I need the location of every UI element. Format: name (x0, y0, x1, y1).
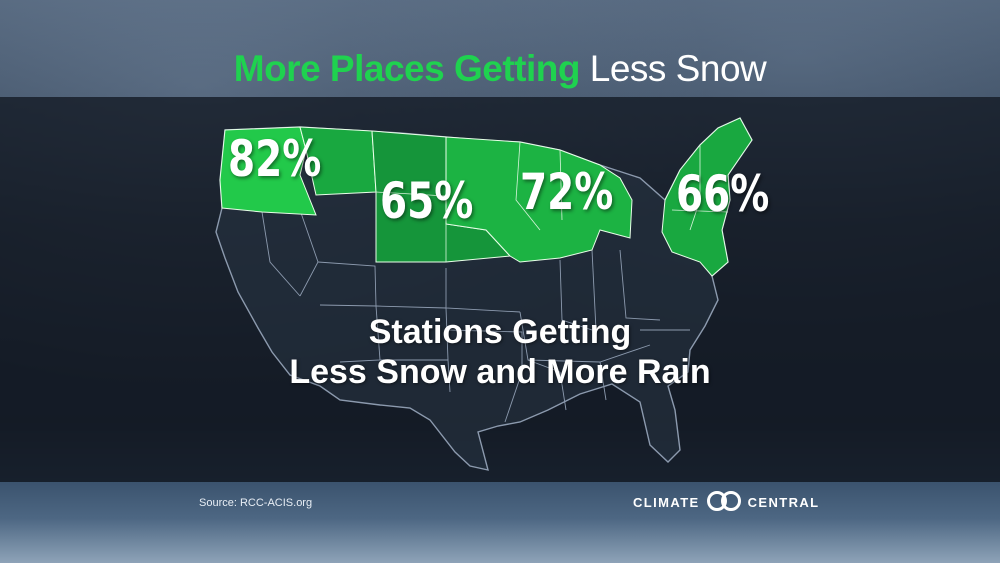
pct-upper-midwest: 72% (520, 163, 614, 221)
pct-northern-plains: 65% (380, 172, 474, 230)
region-upper-midwest (445, 136, 633, 263)
subtitle-line-2: Less Snow and More Rain (289, 353, 711, 391)
source-credit: Source: RCC-ACIS.org (199, 497, 313, 509)
pct-northwest: 82% (228, 130, 322, 188)
region-northeast (661, 117, 753, 277)
state-borders (261, 209, 690, 423)
map-subtitle: Stations Getting Less Snow and More Rain (0, 312, 1000, 392)
title-rest: Less Snow (589, 48, 767, 89)
logo-text-left: CLIMATE (633, 494, 700, 510)
pct-northeast: 66% (676, 165, 770, 223)
region-montana (299, 126, 377, 196)
title-highlight: More Places Getting (233, 48, 581, 89)
logo-text-right: CENTRAL (747, 494, 820, 510)
page-title: More Places Getting Less Snow (0, 48, 1000, 90)
climate-central-logo: CLIMATE CENTRAL (633, 490, 820, 514)
logo-rings-icon (706, 490, 742, 515)
snowy-ground-strip (0, 482, 1000, 563)
subtitle-line-1: Stations Getting (368, 313, 632, 351)
